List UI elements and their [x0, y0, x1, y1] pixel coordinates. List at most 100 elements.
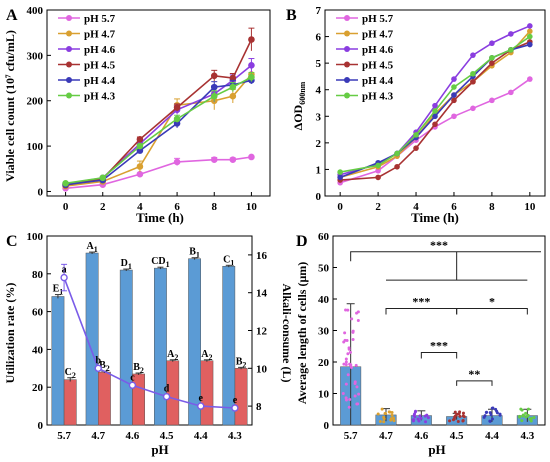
- panel-b-data-point: [508, 47, 514, 53]
- panel-c-x-tick-label: 5.7: [57, 430, 71, 442]
- panel-b-legend-label: pH 4.7: [362, 29, 394, 41]
- panel-b-x-axis-label: Time (h): [411, 210, 459, 225]
- panel-b-y-tick-label: 4: [316, 85, 322, 97]
- panel-c-y2-tick-label: 16: [256, 250, 268, 262]
- panel-c: C 0 20 40 60 80 100 8 10 12 14 16 5.7 E1 C2 4.7 A1 B2 4.6…: [3, 231, 294, 457]
- panel-d-jitter-point: [382, 417, 386, 421]
- panel-d-significance-bracket: [385, 307, 458, 315]
- panel-b-data-point: [432, 113, 438, 120]
- panel-d-jitter-point: [382, 420, 386, 424]
- panel-a-data-point: [99, 174, 107, 182]
- panel-a-data-point: [210, 72, 218, 80]
- panel-d-jitter-point: [354, 363, 358, 367]
- panel-b-data-point: [470, 105, 476, 112]
- panel-d-jitter-point: [353, 394, 357, 398]
- panel-d-jitter-point: [356, 402, 360, 406]
- panel-d-jitter-point: [347, 346, 351, 350]
- panel-b-series-line: [340, 41, 531, 181]
- panel-b-data-point: [489, 60, 495, 66]
- panel-d-jitter-point: [355, 385, 359, 389]
- panel-c-line-letter: b: [95, 355, 101, 366]
- panel-a-legend-label: pH 4.3: [84, 91, 116, 103]
- panel-c-line-point: [162, 392, 171, 401]
- panel-d-jitter-point: [482, 415, 486, 419]
- panel-a: A 0 100 200 300 400 0 2 4 6 8 10 pH 5.7 pH 4.7 pH 4.…: [3, 5, 271, 225]
- panel-a-y-tick-label: 300: [27, 50, 44, 62]
- panel-c-line-letter: d: [164, 384, 170, 395]
- panel-b-data-point: [470, 52, 476, 58]
- panel-d-jitter-point: [490, 417, 494, 421]
- panel-a-data-point: [136, 135, 144, 143]
- panel-a-data-point: [229, 83, 237, 91]
- panel-a-data-point: [210, 83, 218, 91]
- panel-b-data-point: [394, 163, 400, 170]
- panel-c-y-tick-label: 40: [32, 344, 44, 356]
- panel-d-jitter-point: [346, 373, 350, 377]
- panel-d-jitter-point: [498, 413, 502, 417]
- panel-c-bar: [51, 296, 65, 426]
- panel-c-significance-letter: A2: [201, 349, 212, 362]
- panel-d-significance-bracket: [456, 380, 493, 386]
- panel-a-data-point: [248, 62, 255, 69]
- panel-b-legend-marker: [344, 77, 350, 83]
- panel-d-significance-label: ***: [412, 294, 430, 308]
- panel-d-jitter-point: [489, 413, 493, 417]
- panel-c-significance-letter: C2: [65, 367, 76, 380]
- panel-c-y-tick-label: 20: [32, 382, 44, 394]
- panel-d-jitter-point: [376, 412, 380, 416]
- panel-d-jitter-point: [342, 362, 346, 366]
- panel-c-y-tick-label: 80: [32, 269, 44, 281]
- panel-b-data-point: [432, 108, 438, 114]
- panel-d-jitter-point: [392, 419, 396, 423]
- panel-a-x-axis-label: Time (h): [136, 210, 184, 225]
- panel-b-data-point: [413, 132, 419, 138]
- panel-b-data-point: [394, 150, 400, 157]
- panel-b-legend-marker: [344, 15, 350, 21]
- panel-b-legend-label: pH 4.3: [362, 91, 394, 103]
- panel-b-y-tick-label: 0: [316, 191, 322, 203]
- panel-b-data-point: [432, 121, 438, 128]
- panel-d-significance-bracket: [350, 251, 541, 262]
- panel-d-jitter-point: [351, 330, 355, 334]
- panel-c-line-letter: e: [199, 393, 204, 404]
- panel-a-data-point: [136, 142, 144, 150]
- panel-c-bar: [119, 269, 133, 426]
- panel-b: B 0 1 2 3 4 5 6 7 0 2 4 6 8 10 pH 5.7 pH 4.7 pH 4.6 pH 4…: [286, 5, 546, 225]
- panel-b-x-tick-label: 2: [375, 201, 381, 213]
- panel-b-data-point: [375, 167, 381, 174]
- panel-b-data-point: [337, 169, 343, 175]
- panel-b-y-tick-label: 2: [316, 138, 322, 150]
- panel-c-plot-frame: [46, 235, 253, 426]
- panel-d-jitter-point: [485, 410, 489, 414]
- panel-d-jitter-point: [413, 412, 417, 416]
- panel-b-legend-marker: [344, 92, 350, 99]
- panel-a-data-point: [173, 158, 181, 166]
- panel-a-x-tick-label: 4: [137, 201, 143, 213]
- panel-d-x-tick-label: 4.4: [485, 430, 499, 442]
- panel-d-jitter-point: [389, 417, 393, 421]
- panel-b-data-point: [508, 89, 514, 96]
- panel-c-bar: [154, 267, 167, 426]
- panel-b-x-tick-label: 8: [489, 201, 495, 213]
- panel-b-y-tick-label: 1: [316, 164, 322, 176]
- panel-d-jitter-point: [378, 420, 382, 424]
- panel-c-significance-letter: B1: [189, 247, 200, 260]
- panel-a-x-tick-label: 8: [212, 201, 218, 213]
- panel-a-data-point: [229, 156, 237, 164]
- panel-d-y-tick-label: 0: [324, 420, 330, 432]
- panel-d-jitter-point: [418, 414, 422, 418]
- panel-d-jitter-point: [344, 382, 348, 386]
- panel-d-label: D: [296, 233, 308, 250]
- panel-c-significance-letter: CD1: [151, 256, 169, 269]
- panel-c-y-tick-label: 0: [38, 420, 44, 432]
- panel-d-jitter-point: [348, 362, 352, 366]
- panel-d-x-axis-label: pH: [428, 442, 445, 457]
- panel-b-data-point: [508, 31, 514, 37]
- panel-b-series-line: [339, 30, 531, 179]
- panel-b-x-tick-label: 0: [337, 201, 343, 213]
- panel-d-jitter-point: [355, 311, 359, 315]
- panel-a-data-point: [136, 163, 144, 170]
- panel-b-plot-frame: [324, 9, 546, 197]
